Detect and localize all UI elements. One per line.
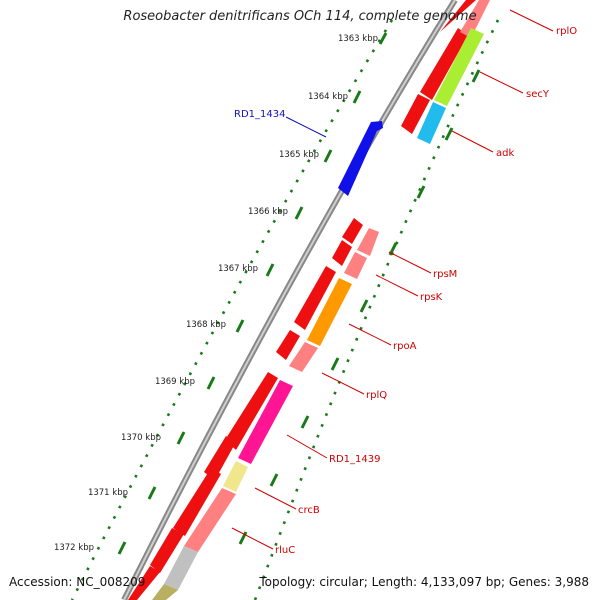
tick-label: 1370 kbp (121, 433, 161, 443)
gene-rpsM-bar (357, 228, 379, 256)
gene-arrow-3 (401, 94, 430, 134)
gene-RD1_1439-bar (238, 380, 293, 464)
gene-grey-bar (164, 546, 198, 590)
gene-label-rplO[interactable]: rplO (556, 26, 577, 37)
gene-label-rplQ[interactable]: rplQ (366, 390, 387, 401)
gene-label-crcB[interactable]: crcB (298, 505, 320, 516)
gene-secY-bar (434, 28, 484, 106)
gene-arrow-7 (276, 330, 300, 360)
gene-label-secY[interactable]: secY (526, 89, 550, 100)
genome-summary-text: Topology: circular; Length: 4,133,097 bp… (259, 575, 589, 589)
tick-guide-lines (70, 19, 500, 600)
gene-rluC-bar (184, 488, 236, 552)
inner-tick-marks (238, 69, 481, 545)
gene-arrow-4 (342, 218, 363, 244)
accession-text: Accession: NC_008209 (9, 575, 146, 589)
gene-arrow-11 (150, 528, 184, 573)
gene-label-rpsK[interactable]: rpsK (420, 292, 443, 303)
gene-rplQ-bar (289, 342, 318, 372)
gene-rplO-bar (460, 0, 490, 38)
tick-label: 1366 kbp (248, 207, 288, 217)
gene-arrow-5 (332, 240, 352, 266)
tick-label: 1367 kbp (218, 264, 258, 274)
tick-label: 1365 kbp (279, 150, 319, 160)
gene-olive-bar (152, 584, 178, 600)
tick-label: 1371 kbp (88, 488, 128, 498)
gene-crcB-bar (223, 461, 248, 492)
gene-arrow-12 (128, 566, 160, 600)
map-title: Roseobacter denitrificans OCh 114, compl… (123, 9, 477, 24)
tick-label: 1364 kbp (308, 92, 348, 102)
colored-gene-bars[interactable] (152, 0, 490, 600)
tick-label: 1363 kbp (338, 34, 378, 44)
gene-rpsK-bar (344, 252, 367, 279)
gene-rd1-1434-arrow[interactable] (338, 121, 383, 196)
gene-arrow-2 (420, 28, 468, 100)
label-leaders (231, 9, 554, 550)
tick-labels: 1363 kbp 1364 kbp 1365 kbp 1366 kbp 1367… (54, 34, 378, 553)
tick-label: 1372 kbp (54, 543, 94, 553)
gene-label-rd1-1434[interactable]: RD1_1434 (234, 109, 285, 120)
gene-label-adk[interactable]: adk (496, 148, 514, 159)
gene-label-rpoA[interactable]: rpoA (393, 341, 417, 352)
tick-label: 1369 kbp (155, 377, 195, 387)
gene-adk-bar (417, 102, 446, 144)
reverse-gene-arrows[interactable] (128, 0, 476, 600)
gene-label-rpsM[interactable]: rpsM (433, 269, 457, 280)
genome-backbone (121, 0, 458, 600)
tick-label: 1368 kbp (186, 320, 226, 330)
gene-arrow-6 (294, 266, 336, 330)
gene-arrow-1 (440, 0, 476, 32)
gene-label-rluC[interactable]: rluC (275, 545, 295, 556)
major-tick-marks (117, 32, 388, 555)
gene-arrow-8 (225, 372, 278, 450)
gene-labels: RD1_1434 rplO secY adk rpsM rpsK rpoA rp… (234, 26, 577, 556)
gene-label-rd1-1439[interactable]: RD1_1439 (329, 454, 380, 465)
gene-arrow-10 (173, 468, 221, 536)
gene-rpoA-bar (307, 278, 352, 346)
